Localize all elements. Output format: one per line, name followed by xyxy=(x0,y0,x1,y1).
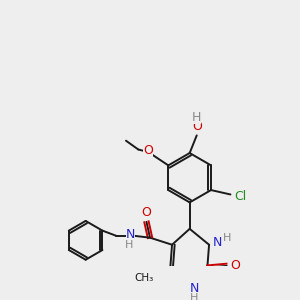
Text: H: H xyxy=(125,240,133,250)
Text: N: N xyxy=(189,282,199,295)
Text: N: N xyxy=(213,236,223,250)
Text: O: O xyxy=(231,260,241,272)
Text: O: O xyxy=(142,206,152,220)
Text: H: H xyxy=(192,111,201,124)
Text: H: H xyxy=(190,292,198,300)
Text: Cl: Cl xyxy=(234,190,246,203)
Text: N: N xyxy=(126,228,135,241)
Text: CH₃: CH₃ xyxy=(134,273,154,283)
Text: H: H xyxy=(223,233,231,243)
Text: O: O xyxy=(143,144,153,157)
Text: O: O xyxy=(192,120,202,133)
